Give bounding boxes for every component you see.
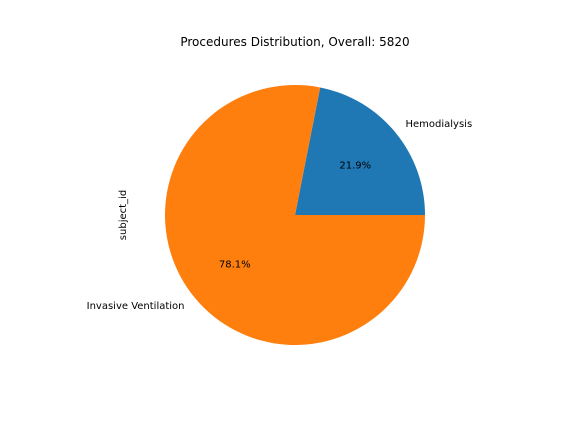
slice-label-invasive-ventilation: Invasive Ventilation <box>87 301 185 312</box>
pie-slices <box>165 84 426 345</box>
pie-slice-hemodialysis <box>295 87 425 215</box>
pie-labels: Hemodialysis 21.9% Invasive Ventilation 78.… <box>87 119 473 312</box>
slice-percent-hemodialysis: 21.9% <box>339 160 371 171</box>
chart-title: Procedures Distribution, Overall: 5820 <box>180 35 409 49</box>
slice-label-hemodialysis: Hemodialysis <box>405 119 472 130</box>
y-axis-label: subject_id <box>118 190 129 240</box>
pie-slice-invasive-ventilation <box>165 84 426 345</box>
slice-percent-invasive-ventilation: 78.1% <box>219 260 251 271</box>
